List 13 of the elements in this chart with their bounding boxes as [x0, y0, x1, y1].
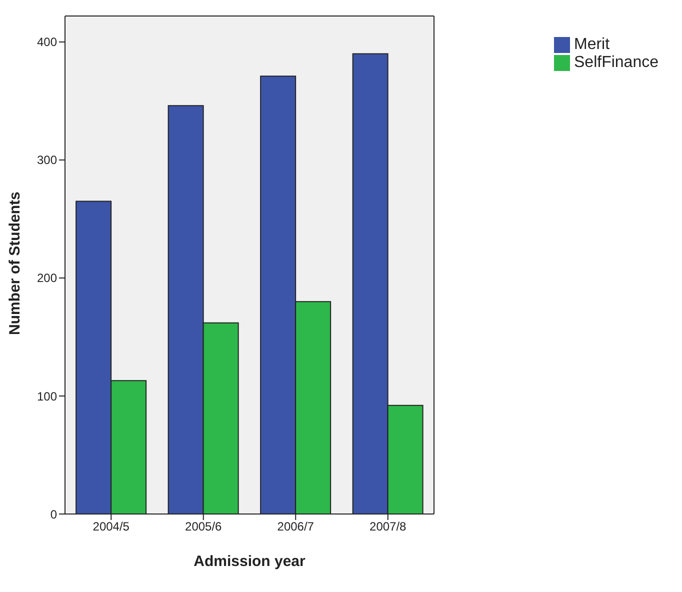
x-axis-title: Admission year — [194, 553, 306, 570]
legend-label: Merit — [574, 36, 610, 53]
y-tick-label: 400 — [36, 35, 58, 50]
y-tick-label: 200 — [36, 271, 58, 286]
x-tick-label: 2007/8 — [370, 520, 407, 534]
y-axis-title: Number of Students — [6, 192, 24, 335]
y-tick-label: 300 — [36, 153, 58, 168]
x-tick-label: 2004/5 — [92, 520, 130, 534]
legend-label: SelfFinance — [574, 54, 658, 71]
y-tick-label: 100 — [36, 389, 58, 404]
x-tick-label: 2005/6 — [185, 520, 222, 534]
x-tick-label: 2006/7 — [277, 520, 314, 534]
y-tick-label: 0 — [50, 507, 58, 522]
